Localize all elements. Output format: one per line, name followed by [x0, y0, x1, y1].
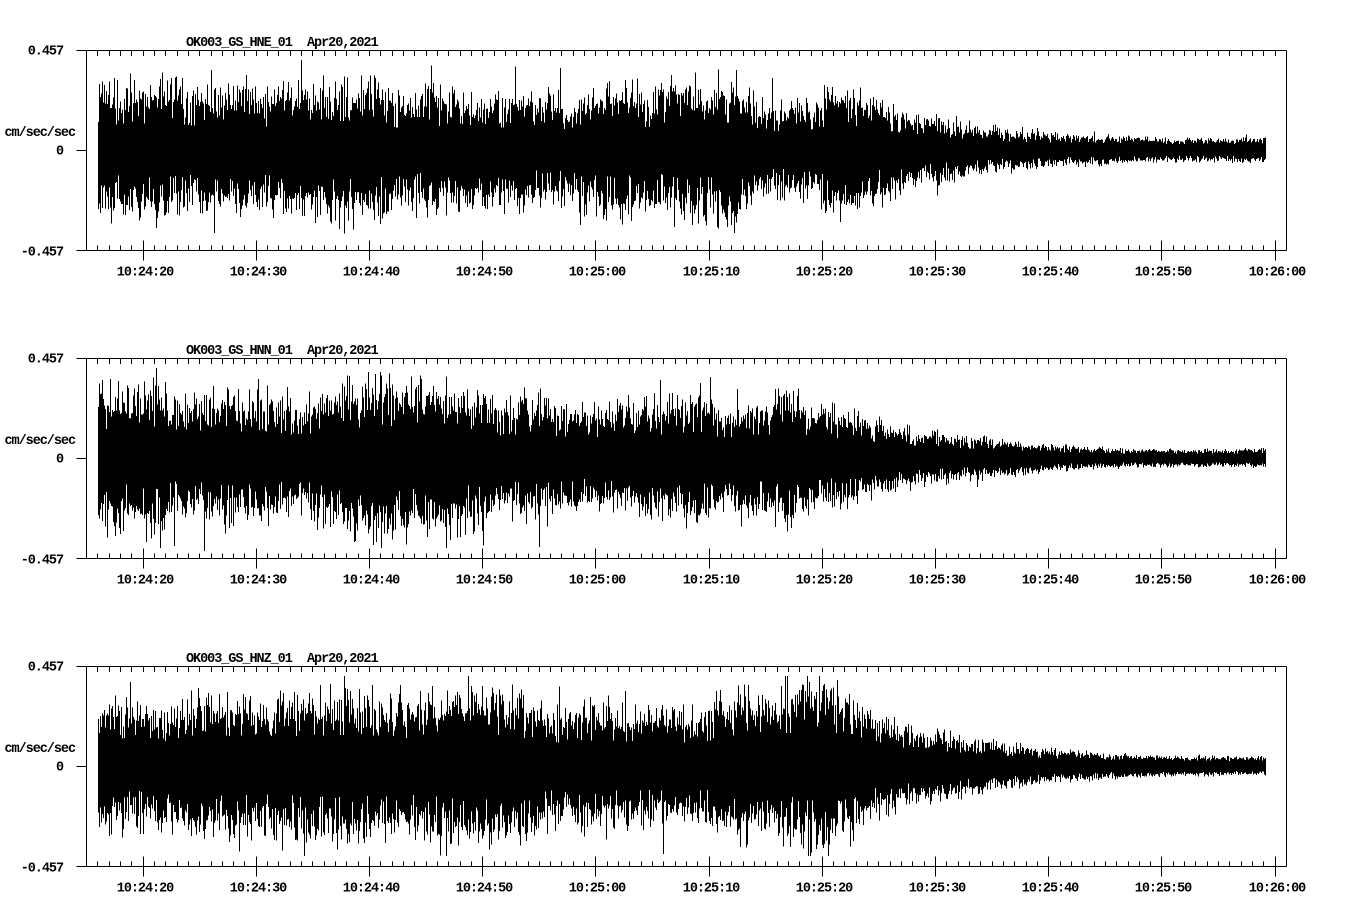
svg-text:10:25:10: 10:25:10 [683, 882, 740, 897]
svg-text:10:25:40: 10:25:40 [1022, 882, 1079, 897]
svg-text:-0.457: -0.457 [21, 554, 64, 569]
svg-text:10:26:00: 10:26:00 [1249, 574, 1306, 589]
svg-text:10:24:30: 10:24:30 [230, 266, 287, 281]
svg-text:10:25:00: 10:25:00 [569, 882, 626, 897]
svg-text:10:26:00: 10:26:00 [1249, 266, 1306, 281]
svg-text:10:25:50: 10:25:50 [1135, 882, 1192, 897]
svg-text:cm/sec/sec: cm/sec/sec [4, 126, 75, 141]
svg-text:10:24:30: 10:24:30 [230, 574, 287, 589]
svg-text:0: 0 [56, 453, 64, 468]
svg-text:10:24:40: 10:24:40 [343, 882, 400, 897]
svg-text:10:24:50: 10:24:50 [456, 266, 513, 281]
svg-text:10:25:50: 10:25:50 [1135, 266, 1192, 281]
svg-text:Apr20,2021: Apr20,2021 [307, 344, 378, 359]
svg-text:10:26:00: 10:26:00 [1249, 882, 1306, 897]
svg-text:10:25:20: 10:25:20 [796, 882, 853, 897]
svg-text:10:25:30: 10:25:30 [909, 882, 966, 897]
svg-text:10:25:00: 10:25:00 [569, 266, 626, 281]
svg-text:cm/sec/sec: cm/sec/sec [4, 742, 75, 757]
svg-text:10:25:10: 10:25:10 [683, 574, 740, 589]
svg-text:10:24:30: 10:24:30 [230, 882, 287, 897]
svg-text:10:24:50: 10:24:50 [456, 882, 513, 897]
svg-text:10:24:20: 10:24:20 [117, 882, 174, 897]
svg-text:OK003_GS_HNN_01: OK003_GS_HNN_01 [186, 344, 293, 359]
svg-text:10:25:30: 10:25:30 [909, 574, 966, 589]
svg-text:10:24:50: 10:24:50 [456, 574, 513, 589]
svg-text:0.457: 0.457 [28, 45, 64, 60]
svg-text:0: 0 [56, 145, 64, 160]
svg-text:10:25:20: 10:25:20 [796, 266, 853, 281]
svg-text:OK003_GS_HNZ_01: OK003_GS_HNZ_01 [186, 652, 293, 667]
svg-text:10:24:40: 10:24:40 [343, 266, 400, 281]
svg-text:-0.457: -0.457 [21, 862, 64, 877]
svg-text:cm/sec/sec: cm/sec/sec [4, 434, 75, 449]
svg-text:10:25:00: 10:25:00 [569, 574, 626, 589]
svg-text:0.457: 0.457 [28, 353, 64, 368]
svg-text:10:24:40: 10:24:40 [343, 574, 400, 589]
svg-text:10:25:40: 10:25:40 [1022, 266, 1079, 281]
svg-text:0.457: 0.457 [28, 661, 64, 676]
svg-text:Apr20,2021: Apr20,2021 [307, 36, 378, 51]
svg-text:Apr20,2021: Apr20,2021 [307, 652, 378, 667]
svg-text:0: 0 [56, 761, 64, 776]
svg-text:OK003_GS_HNE_01: OK003_GS_HNE_01 [186, 36, 293, 51]
svg-text:10:25:50: 10:25:50 [1135, 574, 1192, 589]
svg-text:-0.457: -0.457 [21, 246, 64, 261]
svg-text:10:25:10: 10:25:10 [683, 266, 740, 281]
svg-text:10:25:20: 10:25:20 [796, 574, 853, 589]
svg-text:10:25:40: 10:25:40 [1022, 574, 1079, 589]
svg-text:10:25:30: 10:25:30 [909, 266, 966, 281]
svg-text:10:24:20: 10:24:20 [117, 574, 174, 589]
svg-text:10:24:20: 10:24:20 [117, 266, 174, 281]
